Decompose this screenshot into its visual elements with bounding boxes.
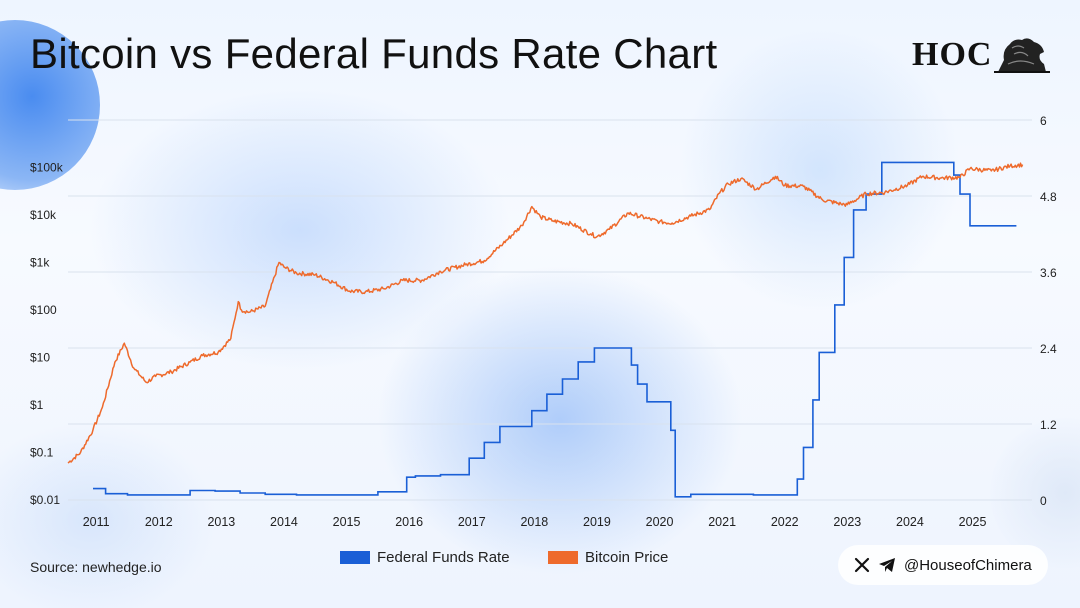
y-left-tick-label: $0.01 [30, 493, 60, 507]
source-note: Source: newhedge.io [30, 559, 162, 575]
legend-item-fed: Federal Funds Rate [340, 549, 510, 566]
telegram-icon[interactable] [878, 557, 896, 573]
x-tick-label: 2016 [395, 515, 423, 529]
x-tick-label: 2023 [833, 515, 861, 529]
x-tick-label: 2021 [708, 515, 736, 529]
logo: HOC [912, 34, 1052, 78]
legend-item-btc: Bitcoin Price [548, 549, 668, 566]
y-left-tick-label: $1k [30, 256, 50, 270]
lion-icon [994, 38, 1050, 73]
series-layer [67, 161, 1024, 498]
legend-label-fed: Federal Funds Rate [377, 549, 510, 566]
legend-swatch-btc [548, 551, 578, 564]
y-left-tick-label: $10 [30, 351, 50, 365]
x-tick-label: 2024 [896, 515, 924, 529]
x-tick-label: 2020 [646, 515, 674, 529]
y-right-tick-label: 1.2 [1040, 418, 1057, 432]
y-right-tick-label: 6 [1040, 114, 1047, 128]
legend-label-btc: Bitcoin Price [585, 549, 669, 566]
y-axis-left: $0.01 $0.1 $1 $10 $100 $1k $10k $100k [30, 161, 64, 508]
x-tick-label: 2014 [270, 515, 298, 529]
x-tick-label: 2019 [583, 515, 611, 529]
y-right-tick-label: 3.6 [1040, 266, 1057, 280]
y-right-tick-label: 0 [1040, 494, 1047, 508]
x-tick-label: 2018 [520, 515, 548, 529]
x-tick-label: 2017 [458, 515, 486, 529]
x-tick-label: 2022 [771, 515, 799, 529]
x-tick-label: 2012 [145, 515, 173, 529]
logo-text: HOC [912, 36, 993, 73]
social-pill[interactable]: @HouseofChimera [838, 545, 1048, 585]
legend: Federal Funds Rate Bitcoin Price [0, 549, 1080, 571]
legend-swatch-fed [340, 551, 370, 564]
gridlines [68, 119, 1032, 501]
x-tick-label: 2013 [207, 515, 235, 529]
x-axis: 2011 2012 2013 2014 2015 2016 2017 2018 2019 2020… [83, 515, 987, 529]
page-title: Bitcoin vs Federal Funds Rate Chart [30, 30, 718, 77]
y-right-tick-label: 2.4 [1040, 342, 1057, 356]
x-icon[interactable] [854, 557, 870, 573]
social-handle[interactable]: @HouseofChimera [904, 556, 1032, 574]
y-left-tick-label: $10k [30, 208, 57, 222]
series-line-fed-funds-rate [93, 161, 1017, 498]
x-tick-label: 2011 [83, 515, 110, 529]
y-axis-right: 0 1.2 2.4 3.6 4.8 6 [1040, 114, 1057, 508]
y-left-tick-label: $100 [30, 303, 57, 317]
y-left-tick-label: $0.1 [30, 446, 54, 460]
y-left-tick-label: $100k [30, 161, 64, 175]
series-line-bitcoin-price [67, 162, 1024, 464]
x-tick-label: 2015 [333, 515, 361, 529]
x-tick-label: 2025 [959, 515, 987, 529]
y-left-tick-label: $1 [30, 398, 44, 412]
y-right-tick-label: 4.8 [1040, 190, 1057, 204]
